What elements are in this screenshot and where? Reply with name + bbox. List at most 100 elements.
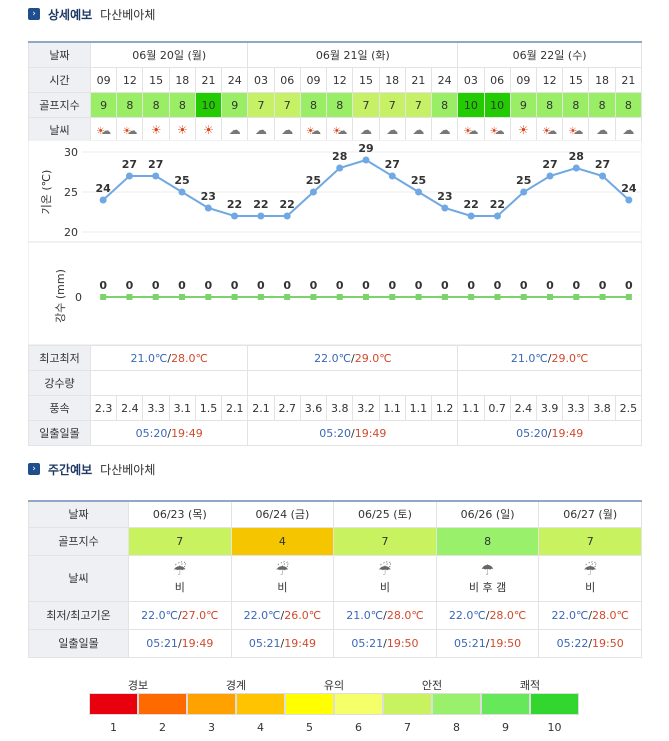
rain-data-label: 0 xyxy=(415,279,423,292)
golf-index-cell: 7 xyxy=(352,92,380,118)
weekly-temp-cell: 22.0℃/28.0℃ xyxy=(435,600,540,630)
golf-index-cell: 10 xyxy=(194,92,223,118)
time-cell: 03 xyxy=(457,67,485,93)
legend-color-cell xyxy=(138,693,187,715)
temp-point xyxy=(362,156,370,164)
partly-sunny-icon: ☀☁ xyxy=(306,126,321,137)
weather-cell: ☁ xyxy=(431,117,459,143)
cloudy-icon: ☁ xyxy=(255,123,268,137)
rain-point xyxy=(547,294,553,300)
wind-cell: 0.7 xyxy=(483,395,511,421)
time-cell: 09 xyxy=(299,67,328,93)
sun-cell: 05:20/19:49 xyxy=(457,420,642,446)
weekly-weather-text: 비 xyxy=(379,581,391,594)
temp-data-label: 25 xyxy=(411,174,426,187)
wind-cell: 1.5 xyxy=(194,395,223,421)
temp-point xyxy=(336,164,344,172)
weekly-weather-cell: ☔ 비 xyxy=(538,554,642,602)
temperature-rain-chart: 30 25 20 기온 (℃) 24 27 27 25 23 22 22 22 25 28 29 27 25 23… xyxy=(28,140,642,345)
weekly-temp-cell: 22.0℃/27.0℃ xyxy=(128,600,232,630)
temp-point xyxy=(283,212,291,220)
date-cell: 06월 21일 (화) xyxy=(247,41,459,68)
weekly-section-title: › 주간예보 다산베아체 xyxy=(28,459,155,479)
weekly-date-cell: 06/24 (금) xyxy=(230,500,335,528)
legend-color-cell xyxy=(285,693,334,715)
weekly-label-sun: 일출일몰 xyxy=(28,628,129,658)
sunrise: 05:21 xyxy=(454,636,486,650)
wind-cell: 2.1 xyxy=(221,395,249,421)
rain-cloud-icon: ☔ xyxy=(378,561,392,579)
rain-point xyxy=(415,294,422,300)
wind-cell: 1.1 xyxy=(404,395,433,421)
rain-data-label: 0 xyxy=(310,279,318,292)
rain-point xyxy=(310,294,317,300)
rain-cell xyxy=(89,370,249,396)
golf-index-cell: 7 xyxy=(247,92,275,118)
golf-index-cell: 8 xyxy=(142,92,170,118)
golf-index-cell: 8 xyxy=(326,92,354,118)
weather-cell: ☁ xyxy=(404,117,433,143)
temp-point xyxy=(467,212,475,220)
partly-sunny-icon: ☀☁ xyxy=(332,126,348,137)
legend-color-cell xyxy=(481,693,530,715)
temp-point xyxy=(99,196,107,204)
rain-point xyxy=(441,294,448,300)
rain-cell xyxy=(247,370,459,396)
time-cell: 18 xyxy=(168,67,196,93)
weather-cell: ☀☁ xyxy=(326,117,354,143)
row-label-max-min: 최고최저 xyxy=(28,345,91,371)
sunset: 19:50 xyxy=(386,636,419,650)
max-min-cell: 22.0℃/29.0℃ xyxy=(247,345,459,371)
temp-data-label: 22 xyxy=(463,198,478,211)
golf-index-cell: 8 xyxy=(562,92,590,118)
rain-point xyxy=(520,294,527,300)
wind-cell: 1.1 xyxy=(457,395,485,421)
weekly-label-temp: 최저/최고기온 xyxy=(28,600,129,630)
rain-data-label: 0 xyxy=(388,279,396,292)
rain-point xyxy=(599,294,606,300)
rain-cloud-icon: ☔ xyxy=(173,561,187,579)
legend-label: 경보 xyxy=(127,679,149,692)
golf-index-cell: 9 xyxy=(221,92,249,118)
weather-cell: ☀☁ xyxy=(535,117,564,143)
temp-tick-label: 25 xyxy=(64,186,78,199)
sunrise: 05:21 xyxy=(248,636,281,650)
golf-index-cell: 10 xyxy=(457,92,485,118)
golf-index-cell: 7 xyxy=(378,92,406,118)
sunrise: 05:21 xyxy=(351,636,384,650)
time-cell: 18 xyxy=(588,67,616,93)
legend-number: 3 xyxy=(208,721,215,734)
rain-point xyxy=(205,294,212,300)
golf-index-cell: 8 xyxy=(535,92,564,118)
weather-cell: ☁ xyxy=(247,117,275,143)
rain-data-label: 0 xyxy=(283,279,291,292)
wind-cell: 3.3 xyxy=(562,395,590,421)
temp-data-label: 22 xyxy=(490,198,505,211)
temp-point xyxy=(599,172,607,180)
partly-sunny-icon: ☀☁ xyxy=(96,126,112,137)
rain-point xyxy=(625,294,632,300)
wind-cell: 2.3 xyxy=(89,395,118,421)
rain-data-label: 0 xyxy=(520,279,528,292)
partly-sunny-icon: ☀☁ xyxy=(122,126,138,137)
golf-index-cell: 8 xyxy=(299,92,328,118)
weekly-place: 다산베아체 xyxy=(100,462,156,477)
cloudy-icon: ☁ xyxy=(596,123,609,137)
rain-point xyxy=(284,294,291,300)
rain-axis-label: 강수 (mm) xyxy=(54,269,67,323)
rain-point xyxy=(573,294,580,300)
wind-cell: 3.8 xyxy=(326,395,354,421)
max-temp: 28.0℃ xyxy=(386,608,424,622)
weekly-weather-cell: ☔ 비 xyxy=(230,554,335,602)
time-cell: 09 xyxy=(89,67,118,93)
cloudy-icon: ☁ xyxy=(359,123,372,137)
temp-point xyxy=(572,164,580,172)
sun-cell: 05:20/19:49 xyxy=(89,420,249,446)
date-cell: 06월 22일 (수) xyxy=(457,41,642,68)
sunny-icon: ☀ xyxy=(176,123,188,137)
wind-cell: 2.5 xyxy=(614,395,643,421)
temp-data-label: 28 xyxy=(332,150,347,163)
temp-data-label: 23 xyxy=(437,190,452,203)
weekly-sun-cell: 05:21/19:50 xyxy=(333,628,437,658)
rain-point xyxy=(126,294,133,300)
